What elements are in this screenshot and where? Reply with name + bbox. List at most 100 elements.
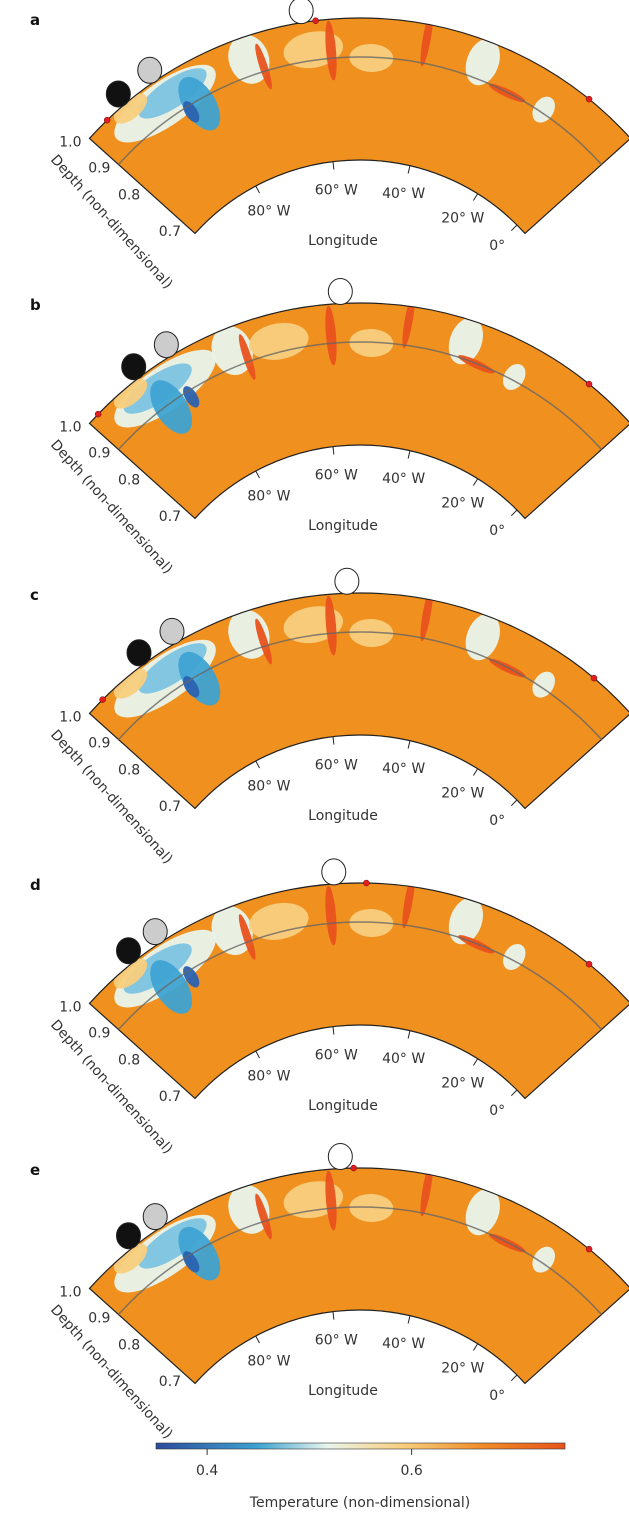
shell-outline [88,882,629,1100]
field-blob [113,668,148,699]
plate-marker [142,1203,168,1231]
shell-outline [88,592,629,810]
field-blob [532,1246,555,1273]
plate-marker [327,278,353,306]
plate-marker [153,331,179,359]
depth-arc [117,921,603,1031]
lon-tick-label: 20° W [441,1075,484,1091]
lon-tick [472,768,479,776]
field-blob [113,378,148,409]
red-dot [350,1164,357,1172]
red-dot [94,410,102,418]
depth-tick-label: 0.9 [88,161,110,177]
lon-tick [472,193,479,201]
field-blob [349,1193,394,1222]
lon-tick-label: 60° W [315,182,358,198]
plate-marker [116,937,142,965]
field-blob [238,914,256,960]
lon-tick [472,478,479,486]
panel-label: e [30,1161,40,1179]
red-dot [585,380,593,388]
field-blob [255,43,272,90]
field-blob [325,885,337,946]
field-blob [113,1243,148,1274]
depth-tick-label: 0.9 [88,1026,110,1042]
panel: a 80° W 60° W 40° W 20° W 0° Longitude 1.0 0.9 0.… [30,0,629,292]
plate-marker [321,858,347,886]
lon-tick [510,1089,518,1097]
lon-tick [255,185,260,194]
red-dot [312,17,319,24]
lon-tick [407,1030,411,1039]
panel: b 80° W 60° W 40° W 20° W 0° Longitude 1.0 0.9 0.… [30,278,629,577]
lon-tick [510,509,518,517]
plate-marker [159,617,185,645]
lon-tick-label: 20° W [441,210,484,226]
field-blob [325,20,337,81]
temperature-field [113,1167,555,1293]
panel-label: c [30,586,39,604]
field-blob [448,897,484,945]
field-blob [325,1170,337,1231]
lon-tick [332,446,335,455]
panel-label: b [30,296,41,314]
field-blob [249,902,309,940]
plate-marker [105,80,131,108]
plate-marker [288,0,314,25]
plate-marker [116,1222,142,1250]
field-blob [465,38,500,86]
depth-tick-label: 1.0 [59,709,81,725]
lon-tick-label: 40° W [382,761,425,777]
lon-axis-label: Longitude [308,1098,378,1114]
panel-label: d [30,876,41,894]
lon-tick-label: 0° [489,1388,505,1404]
lon-tick-label: 60° W [315,1332,358,1348]
lon-tick-label: 40° W [382,471,425,487]
lon-tick [407,450,411,459]
field-blob [532,671,555,698]
field-blob [150,960,192,1014]
field-blob [255,618,272,665]
depth-arc [117,1206,603,1316]
depth-tick-label: 0.9 [88,446,110,462]
panel: d 80° W 60° W 40° W 20° W 0° Longitude 1.0 0.9 0.… [30,858,629,1157]
depth-arc [117,631,603,741]
depth-tick-label: 0.8 [118,1052,140,1068]
shell-outline [88,1167,629,1385]
depth-arc [117,341,603,451]
depth-tick-label: 0.8 [118,1337,140,1353]
lon-tick [510,224,518,232]
plate-marker [334,567,360,595]
plate-marker [327,1143,353,1171]
lon-tick [407,1315,411,1324]
lon-tick-label: 0° [489,238,505,254]
red-dot [585,1245,593,1253]
depth-tick-label: 0.7 [159,509,181,525]
field-blob [255,1193,272,1240]
field-blob [532,96,555,123]
lon-tick [407,165,411,174]
depth-tick-label: 1.0 [59,999,81,1015]
field-blob [113,93,148,124]
shell-outline [88,302,629,520]
lon-tick [472,1058,479,1066]
lon-tick [332,736,335,745]
lon-tick [255,760,260,769]
plate-marker [121,353,147,381]
lon-axis-label: Longitude [308,1383,378,1399]
field-blob [349,43,394,72]
plate-marker [137,56,163,84]
panel: e 80° W 60° W 40° W 20° W 0° Longitude 1.0 0.9 0.… [30,1143,629,1442]
depth-tick-label: 0.9 [88,1311,110,1327]
lon-tick-label: 80° W [247,1354,290,1370]
depth-tick-label: 0.8 [118,472,140,488]
lon-tick-label: 0° [489,1103,505,1119]
red-dot [99,696,106,703]
lon-tick-label: 0° [489,523,505,539]
field-blob [325,595,337,656]
lon-tick [255,470,260,479]
lon-tick-label: 40° W [382,1051,425,1067]
lon-tick [255,1335,260,1344]
field-blob [178,1226,221,1281]
